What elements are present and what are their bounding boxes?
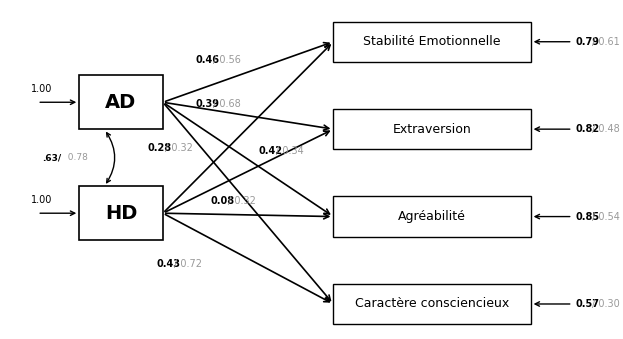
Text: / 0.32: / 0.32 <box>165 143 193 153</box>
Text: / 0.34: / 0.34 <box>276 146 303 156</box>
Text: / 0.72: / 0.72 <box>174 259 202 268</box>
Text: 0.42: 0.42 <box>259 146 283 156</box>
Text: 0.28: 0.28 <box>148 143 172 153</box>
Text: 0.43: 0.43 <box>157 259 181 268</box>
Text: Extraversion: Extraversion <box>392 123 472 136</box>
Text: 0.57: 0.57 <box>576 299 599 309</box>
Text: 0.85: 0.85 <box>576 212 600 222</box>
Text: Agréabilité: Agréabilité <box>398 210 466 223</box>
Text: / 0.61: / 0.61 <box>592 37 620 47</box>
Text: 0.08: 0.08 <box>211 196 235 206</box>
Text: 1.00: 1.00 <box>31 84 53 94</box>
Bar <box>79 75 163 129</box>
Text: / 0.68: / 0.68 <box>213 99 241 109</box>
Text: Caractère consciencieux: Caractère consciencieux <box>355 298 509 311</box>
Text: 0.39: 0.39 <box>196 99 220 109</box>
Bar <box>333 196 531 237</box>
Text: / 0.54: / 0.54 <box>592 212 621 222</box>
Text: / 0.32: / 0.32 <box>228 196 256 206</box>
Bar <box>333 22 531 62</box>
Bar <box>79 186 163 240</box>
Text: / 0.56: / 0.56 <box>213 55 241 65</box>
Bar <box>333 109 531 149</box>
Text: .63/: .63/ <box>42 153 61 162</box>
Bar <box>333 284 531 324</box>
Text: HD: HD <box>105 204 137 223</box>
Text: 0.79: 0.79 <box>576 37 599 47</box>
Text: / 0.30: / 0.30 <box>592 299 620 309</box>
Text: 0.78: 0.78 <box>62 153 88 162</box>
Text: AD: AD <box>105 93 136 112</box>
Text: 0.82: 0.82 <box>576 124 600 134</box>
Text: / 0.48: / 0.48 <box>592 124 620 134</box>
Text: 1.00: 1.00 <box>31 195 53 205</box>
Text: Stabilité Emotionnelle: Stabilité Emotionnelle <box>363 35 501 48</box>
Text: 0.46: 0.46 <box>196 55 220 65</box>
